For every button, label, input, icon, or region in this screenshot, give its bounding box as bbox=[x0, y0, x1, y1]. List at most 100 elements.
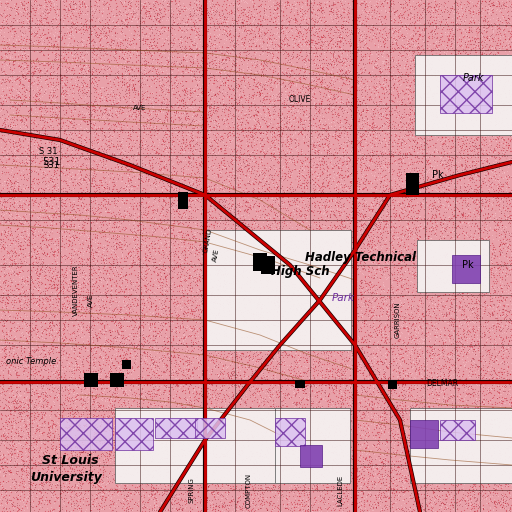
Point bbox=[215, 417, 223, 425]
Point bbox=[40, 325, 49, 333]
Point bbox=[195, 103, 203, 111]
Point bbox=[14, 9, 23, 17]
Point bbox=[163, 69, 171, 77]
Point bbox=[225, 99, 233, 107]
Point bbox=[359, 33, 367, 41]
Point bbox=[237, 425, 245, 434]
Point bbox=[266, 445, 274, 453]
Point bbox=[394, 403, 402, 412]
Point bbox=[378, 157, 387, 165]
Point bbox=[495, 298, 503, 306]
Point bbox=[57, 115, 65, 123]
Point bbox=[481, 135, 489, 143]
Point bbox=[247, 484, 255, 493]
Point bbox=[473, 365, 481, 373]
Point bbox=[308, 175, 316, 183]
Point bbox=[247, 430, 255, 438]
Point bbox=[53, 258, 61, 266]
Point bbox=[321, 158, 329, 166]
Point bbox=[259, 171, 267, 179]
Point bbox=[191, 169, 199, 178]
Point bbox=[151, 440, 159, 448]
Point bbox=[396, 473, 404, 481]
Point bbox=[13, 470, 21, 478]
Point bbox=[228, 407, 236, 415]
Point bbox=[144, 58, 152, 66]
Point bbox=[132, 409, 140, 417]
Bar bbox=[122, 360, 131, 369]
Point bbox=[448, 374, 456, 382]
Point bbox=[152, 168, 160, 176]
Point bbox=[230, 478, 239, 486]
Point bbox=[235, 31, 243, 39]
Point bbox=[293, 225, 301, 233]
Point bbox=[281, 314, 289, 322]
Point bbox=[30, 406, 38, 414]
Point bbox=[413, 416, 421, 424]
Point bbox=[84, 255, 92, 264]
Point bbox=[164, 223, 172, 231]
Point bbox=[334, 334, 343, 343]
Point bbox=[275, 422, 284, 431]
Point bbox=[290, 165, 298, 173]
Point bbox=[410, 271, 418, 280]
Point bbox=[167, 259, 175, 267]
Point bbox=[371, 470, 379, 478]
Point bbox=[187, 292, 196, 301]
Point bbox=[502, 443, 510, 452]
Point bbox=[432, 268, 440, 276]
Point bbox=[482, 327, 490, 335]
Point bbox=[174, 337, 182, 346]
Point bbox=[159, 390, 167, 398]
Point bbox=[390, 122, 398, 131]
Point bbox=[153, 206, 161, 214]
Point bbox=[162, 222, 170, 230]
Point bbox=[455, 25, 463, 33]
Point bbox=[328, 465, 336, 473]
Point bbox=[422, 292, 431, 301]
Point bbox=[226, 131, 234, 139]
Point bbox=[268, 353, 276, 361]
Point bbox=[468, 408, 476, 416]
Point bbox=[152, 467, 160, 475]
Point bbox=[127, 185, 135, 193]
Point bbox=[147, 122, 155, 131]
Point bbox=[424, 402, 432, 410]
Point bbox=[425, 44, 433, 52]
Point bbox=[189, 410, 198, 418]
Point bbox=[376, 274, 384, 282]
Point bbox=[273, 242, 282, 250]
Point bbox=[292, 397, 300, 406]
Point bbox=[204, 254, 212, 262]
Point bbox=[159, 220, 167, 228]
Point bbox=[434, 412, 442, 420]
Point bbox=[169, 425, 178, 433]
Point bbox=[499, 406, 507, 414]
Point bbox=[34, 67, 42, 75]
Point bbox=[395, 277, 403, 285]
Point bbox=[482, 444, 490, 453]
Point bbox=[30, 459, 38, 467]
Point bbox=[470, 34, 478, 42]
Point bbox=[41, 228, 50, 236]
Point bbox=[79, 287, 88, 295]
Point bbox=[318, 139, 326, 147]
Point bbox=[63, 53, 72, 61]
Point bbox=[293, 286, 301, 294]
Point bbox=[335, 261, 344, 269]
Point bbox=[461, 457, 470, 465]
Point bbox=[99, 61, 107, 69]
Point bbox=[240, 130, 248, 138]
Point bbox=[281, 189, 289, 197]
Point bbox=[42, 89, 50, 97]
Point bbox=[279, 353, 287, 361]
Point bbox=[143, 387, 152, 395]
Point bbox=[64, 467, 72, 475]
Point bbox=[304, 441, 312, 450]
Point bbox=[453, 69, 461, 77]
Point bbox=[256, 403, 264, 412]
Point bbox=[381, 0, 390, 5]
Point bbox=[15, 249, 24, 258]
Point bbox=[279, 348, 287, 356]
Point bbox=[316, 243, 325, 251]
